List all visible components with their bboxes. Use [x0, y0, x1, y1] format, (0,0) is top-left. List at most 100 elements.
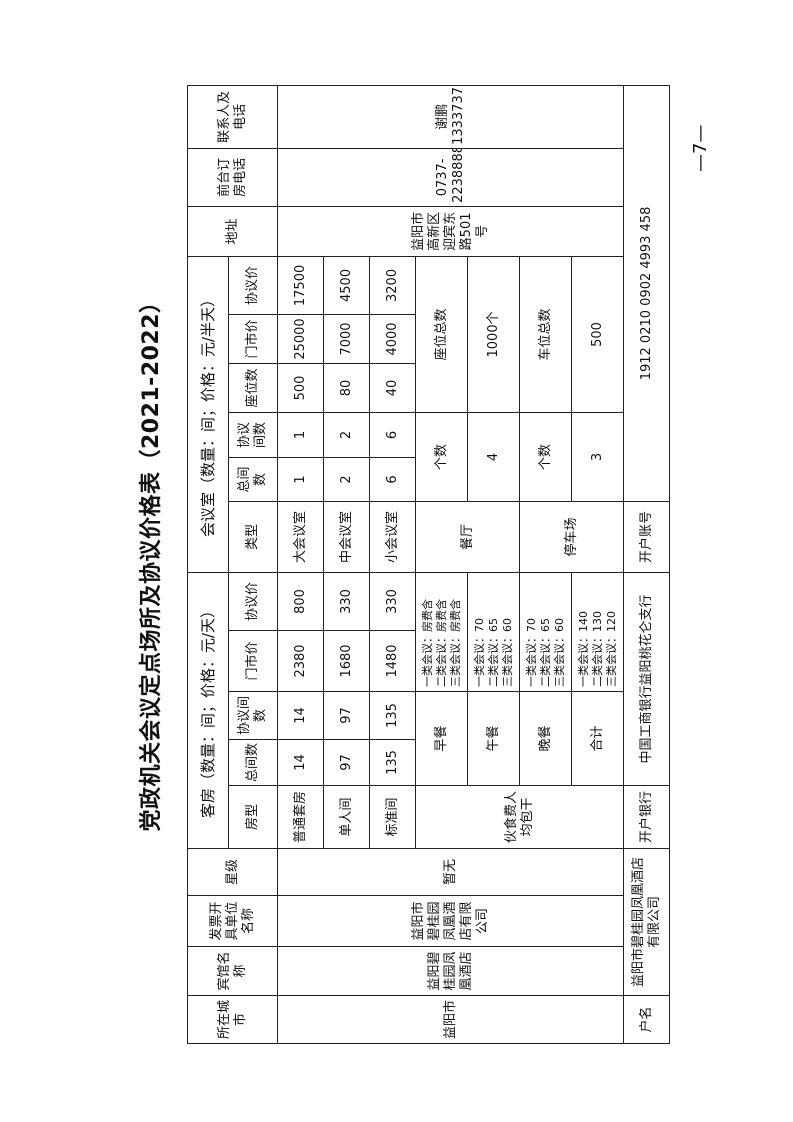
header-meeting-group: 会议室（数量：间；价格：元/半天） — [187, 256, 229, 573]
header-meeting-market: 门市价 — [228, 314, 278, 364]
city-cell: 益阳市 — [277, 995, 624, 1044]
meeting-total: 6 — [369, 457, 416, 502]
table-row: 益阳市 益阳碧桂园凤凰酒店 益阳市碧桂园凤凰酒店有限公司 暂无 普通套房 14 … — [277, 85, 624, 1044]
restaurant-count: 4 — [467, 412, 520, 502]
meal-prices: 一类会议：70 二类会议：65 三类会议：60 — [467, 572, 520, 692]
price-table: 所在城市 宾馆名称 发票开具单位名称 星级 客房（数量：间；价格：元/天） 会议… — [187, 85, 670, 1044]
header-room-type: 房型 — [228, 785, 278, 849]
page-number: —7— — [690, 124, 711, 172]
header-front-desk: 前台订房电话 — [187, 148, 278, 207]
meal-name: 合计 — [571, 691, 624, 786]
header-room-agreed: 协议间数 — [228, 691, 278, 740]
restaurant-seats-label: 座位总数 — [415, 256, 468, 413]
meeting-seats: 80 — [323, 363, 370, 413]
parking-count-label: 个数 — [519, 412, 572, 502]
header-rooms-group: 客房（数量：间；价格：元/天） — [187, 572, 229, 849]
meeting-market: 7000 — [323, 314, 370, 364]
meeting-seats: 40 — [369, 363, 416, 413]
room-agreed: 135 — [369, 691, 416, 740]
header-meeting-seats: 座位数 — [228, 363, 278, 413]
meeting-agreed: 6 — [369, 412, 416, 458]
address-cell: 益阳市高新区迎宾东路501号 — [277, 206, 624, 257]
header-address: 地址 — [187, 206, 278, 257]
bank-name: 中国工商银行益阳桃花仑支行 — [623, 572, 670, 786]
room-total: 14 — [277, 739, 324, 786]
page-title: 党政机关会议定点场所及协议价格表（2021-2022） — [139, 290, 164, 832]
room-total: 97 — [323, 739, 370, 786]
bank-label: 开户银行 — [623, 785, 670, 849]
meal-price-line: 一类会议：70 — [472, 618, 486, 687]
room-type: 单人间 — [323, 785, 370, 849]
header-room-market: 门市价 — [228, 630, 278, 692]
contact-cell: 谢鹏13337371155 — [277, 85, 624, 149]
meal-price-line: 三类会议：60 — [552, 618, 566, 687]
room-price: 330 — [323, 572, 370, 631]
meeting-agreed: 1 — [277, 412, 324, 458]
meal-price-line: 三类会议：120 — [604, 611, 618, 687]
meal-price-line: 二类会议：65 — [486, 618, 500, 687]
meeting-type: 大会议室 — [277, 501, 324, 573]
header-meeting-total: 总间数 — [228, 457, 278, 502]
header-meeting-type: 类型 — [228, 501, 278, 573]
meal-price-line: 三类会议：房费含 — [448, 599, 462, 687]
meeting-price: 4500 — [323, 256, 370, 315]
meeting-market: 25000 — [277, 314, 324, 364]
room-agreed: 97 — [323, 691, 370, 740]
meal-price-line: 二类会议：65 — [538, 618, 552, 687]
parking-count: 3 — [571, 412, 624, 502]
restaurant-count-label: 个数 — [415, 412, 468, 502]
restaurant-seats: 1000个 — [467, 256, 520, 413]
room-price: 330 — [369, 572, 416, 631]
meeting-total: 1 — [277, 457, 324, 502]
header-room-total: 总间数 — [228, 739, 278, 786]
account-no: 1912 0210 0902 4993 458 — [623, 85, 670, 502]
meal-price-line: 二类会议：房费含 — [434, 599, 448, 687]
header-meeting-agreed: 协议间数 — [228, 412, 278, 458]
account-name: 益阳市碧桂园凤凰酒店有限公司 — [623, 848, 670, 996]
header-hotel: 宾馆名称 — [187, 946, 278, 996]
meeting-type: 小会议室 — [369, 501, 416, 573]
header-invoice: 发票开具单位名称 — [187, 895, 278, 947]
restaurant-label: 餐厅 — [415, 501, 520, 573]
hotel-name-cell: 益阳碧桂园凤凰酒店 — [277, 946, 624, 996]
meeting-price: 17500 — [277, 256, 324, 315]
room-market: 2380 — [277, 630, 324, 692]
meeting-seats: 500 — [277, 363, 324, 413]
front-desk-cell: 0737-2238888 — [277, 148, 624, 207]
meeting-market: 4000 — [369, 314, 416, 364]
account-name-label: 户名 — [623, 995, 670, 1044]
room-total: 135 — [369, 739, 416, 786]
meal-price-line: 三类会议：60 — [500, 618, 514, 687]
meal-name: 晚餐 — [519, 691, 572, 786]
parking-label: 停车场 — [519, 501, 624, 573]
room-market: 1680 — [323, 630, 370, 692]
room-type: 标准间 — [369, 785, 416, 849]
meeting-type: 中会议室 — [323, 501, 370, 573]
meal-price-line: 一类会议：房费含 — [420, 599, 434, 687]
header-city: 所在城市 — [187, 995, 278, 1044]
header-room-price: 协议价 — [228, 572, 278, 631]
meeting-agreed: 2 — [323, 412, 370, 458]
room-agreed: 14 — [277, 691, 324, 740]
room-market: 1480 — [369, 630, 416, 692]
room-price: 800 — [277, 572, 324, 631]
bank-row: 户名 益阳市碧桂园凤凰酒店有限公司 开户银行 中国工商银行益阳桃花仑支行 开户账… — [623, 85, 670, 1044]
meal-prices: 一类会议：房费含 二类会议：房费含 三类会议：房费含 — [415, 572, 468, 692]
parking-spaces-label: 车位总数 — [519, 256, 572, 413]
header-contact: 联系人及电话 — [187, 85, 278, 149]
meal-prices: 一类会议：70 二类会议：65 三类会议：60 — [519, 572, 572, 692]
invoice-cell: 益阳市碧桂园凤凰酒店有限公司 — [277, 895, 624, 947]
meal-price-line: 一类会议：140 — [576, 611, 590, 687]
room-type: 普通套房 — [277, 785, 324, 849]
header-meeting-price: 协议价 — [228, 256, 278, 315]
header-star: 星级 — [187, 848, 278, 896]
meal-name: 早餐 — [415, 691, 468, 786]
star-cell: 暂无 — [277, 848, 624, 896]
meal-price-line: 一类会议：70 — [524, 618, 538, 687]
parking-spaces: 500 — [571, 256, 624, 413]
meal-prices: 一类会议：140 二类会议：130 三类会议：120 — [571, 572, 624, 692]
meeting-price: 3200 — [369, 256, 416, 315]
account-no-label: 开户账号 — [623, 501, 670, 573]
meal-name: 午餐 — [467, 691, 520, 786]
